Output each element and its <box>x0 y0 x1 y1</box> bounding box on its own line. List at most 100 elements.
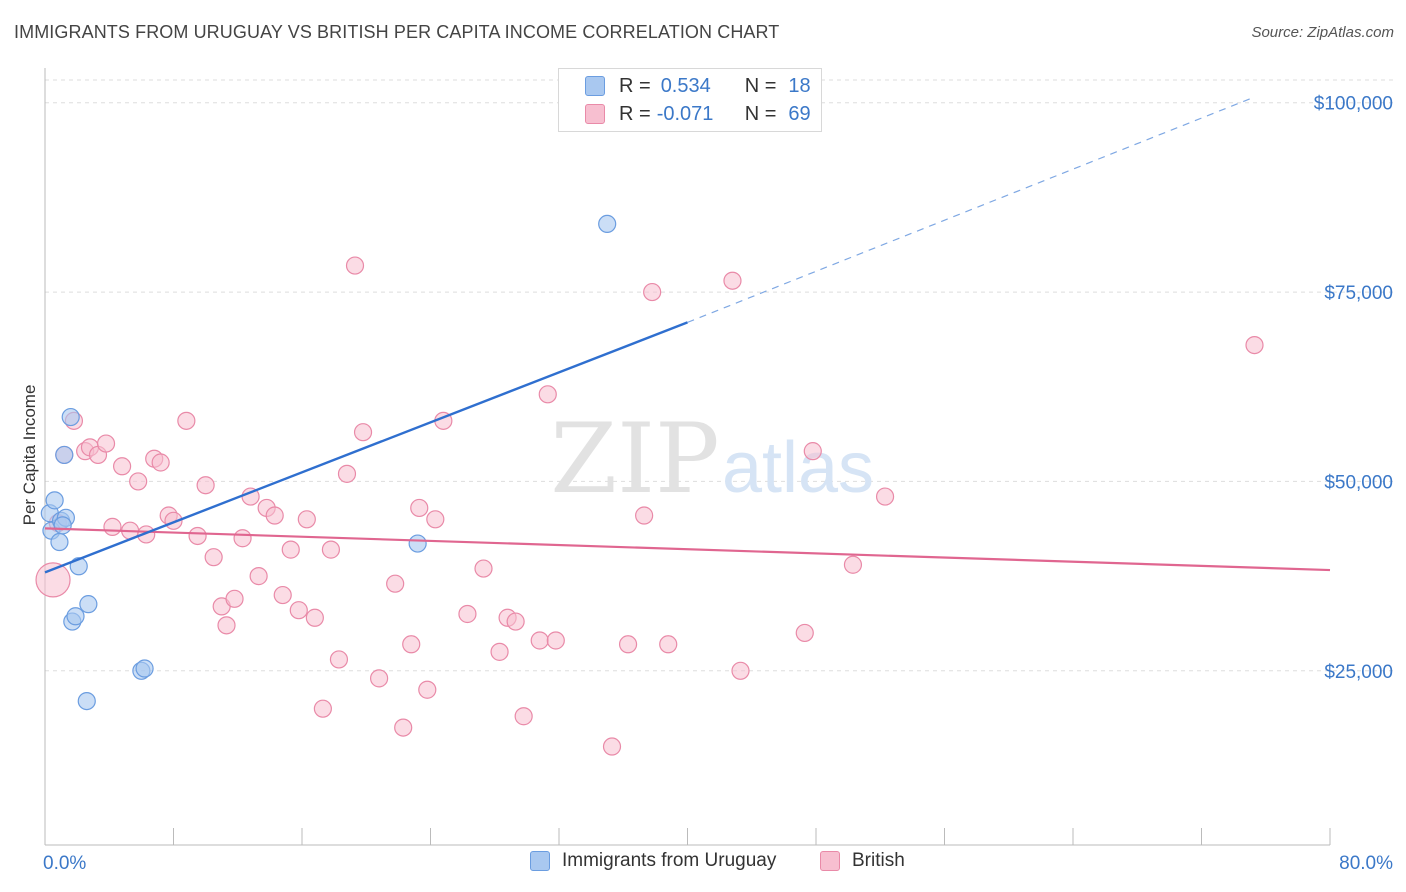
bottom-legend-uruguay: Immigrants from Uruguay <box>530 850 776 872</box>
legend-row-british: R = -0.071 N = 69 <box>585 101 811 127</box>
y-tick-label: $75,000 <box>1324 283 1393 304</box>
british-point <box>273 585 292 605</box>
british-trend-line <box>44 527 1331 572</box>
british-point <box>196 476 215 495</box>
legend-r-value-british: -0.071 <box>656 102 714 125</box>
british-point <box>426 510 445 529</box>
uruguay-points <box>40 214 617 711</box>
british-point <box>313 699 332 718</box>
british-point <box>723 271 742 290</box>
uruguay-point <box>79 595 98 614</box>
legend-n-label-british: N = <box>744 102 777 125</box>
british-point <box>386 574 405 593</box>
british-point <box>538 385 557 404</box>
british-point <box>305 608 324 627</box>
british-point <box>112 457 132 476</box>
axis-layer <box>44 68 1331 846</box>
trend-layer <box>44 98 1331 574</box>
british-point <box>843 555 863 574</box>
legend-swatch-uruguay <box>585 76 605 96</box>
british-point <box>803 442 822 461</box>
legend-r-label-uruguay: R = <box>619 74 651 97</box>
british-point <box>370 669 389 688</box>
british-point <box>875 487 895 506</box>
uruguay-point <box>61 407 80 427</box>
correlation-legend: R = 0.534 N = 18 R = -0.071 N = 69 <box>558 68 822 132</box>
british-point <box>129 472 148 491</box>
british-point <box>602 737 622 756</box>
british-point <box>329 650 349 669</box>
british-point <box>96 434 116 453</box>
bottom-legend-british: British <box>820 850 905 872</box>
bottom-legend-label-uruguay: Immigrants from Uruguay <box>562 850 777 871</box>
british-point <box>514 707 533 726</box>
y-tick-label: $25,000 <box>1324 662 1393 683</box>
british-point <box>345 256 365 275</box>
british-point <box>35 562 71 598</box>
british-point <box>394 718 413 737</box>
british-point <box>546 631 565 650</box>
british-point <box>151 453 170 472</box>
legend-n-value-british: 69 <box>788 102 811 125</box>
british-point <box>249 567 268 586</box>
legend-r-value-uruguay: 0.534 <box>660 74 711 97</box>
british-point <box>177 411 196 430</box>
chart-title: IMMIGRANTS FROM URUGUAY VS BRITISH PER C… <box>14 22 780 42</box>
x-tick-label-max: 80.0% <box>1339 853 1393 874</box>
uruguay-point <box>50 532 69 552</box>
source-credit: Source: ZipAtlas.com <box>1251 24 1394 41</box>
british-point <box>402 635 421 654</box>
british-point <box>643 282 662 302</box>
watermark-atlas: atlas <box>722 428 874 508</box>
uruguay-point <box>408 534 427 553</box>
uruguay-point <box>55 445 74 465</box>
bottom-legend-label-british: British <box>852 850 905 871</box>
legend-n-label-uruguay: N = <box>744 74 777 97</box>
british-point <box>204 548 223 567</box>
british-point <box>1245 335 1264 355</box>
legend-n-value-uruguay: 18 <box>788 74 811 97</box>
uruguay-point <box>53 516 72 535</box>
british-point <box>659 635 678 654</box>
british-point <box>618 635 638 654</box>
british-point <box>337 464 357 483</box>
bottom-legend-swatch-british <box>820 851 840 871</box>
y-tick-label: $50,000 <box>1324 472 1393 493</box>
british-point <box>265 506 284 525</box>
legend-row-uruguay: R = 0.534 N = 18 <box>585 73 811 99</box>
british-point <box>530 631 549 650</box>
uruguay-point <box>598 214 617 234</box>
grid-layer <box>45 79 1395 672</box>
uruguay-trend-extension <box>687 98 1250 323</box>
british-point <box>474 559 493 578</box>
british-point <box>103 517 122 536</box>
bottom-legend-swatch-uruguay <box>530 851 550 871</box>
label-layer: $25,000 $50,000 $75,000 $100,000 0.0% 80.0% <box>43 94 1393 874</box>
legend-r-label-british: R = <box>619 102 651 125</box>
british-point <box>418 680 437 699</box>
british-point <box>297 510 316 529</box>
x-tick-label-min: 0.0% <box>43 853 86 874</box>
legend-swatch-british <box>585 104 605 124</box>
y-tick-label: $100,000 <box>1314 94 1393 115</box>
british-point <box>225 589 244 608</box>
uruguay-point <box>135 659 154 678</box>
british-point <box>731 661 750 680</box>
y-axis-label: Per Capita Income <box>20 385 39 526</box>
british-point <box>506 612 525 631</box>
british-point <box>233 529 252 548</box>
uruguay-point <box>66 607 85 626</box>
british-point <box>217 616 236 635</box>
british-point <box>490 642 509 661</box>
british-point <box>353 423 373 442</box>
watermark: ZIP atlas <box>550 403 874 515</box>
british-point <box>321 540 341 559</box>
british-point <box>458 604 477 624</box>
watermark-zip: ZIP <box>550 403 719 515</box>
british-point <box>795 623 814 643</box>
uruguay-point <box>45 491 64 510</box>
british-point <box>635 506 654 525</box>
british-point <box>281 540 300 559</box>
british-point <box>188 526 207 546</box>
